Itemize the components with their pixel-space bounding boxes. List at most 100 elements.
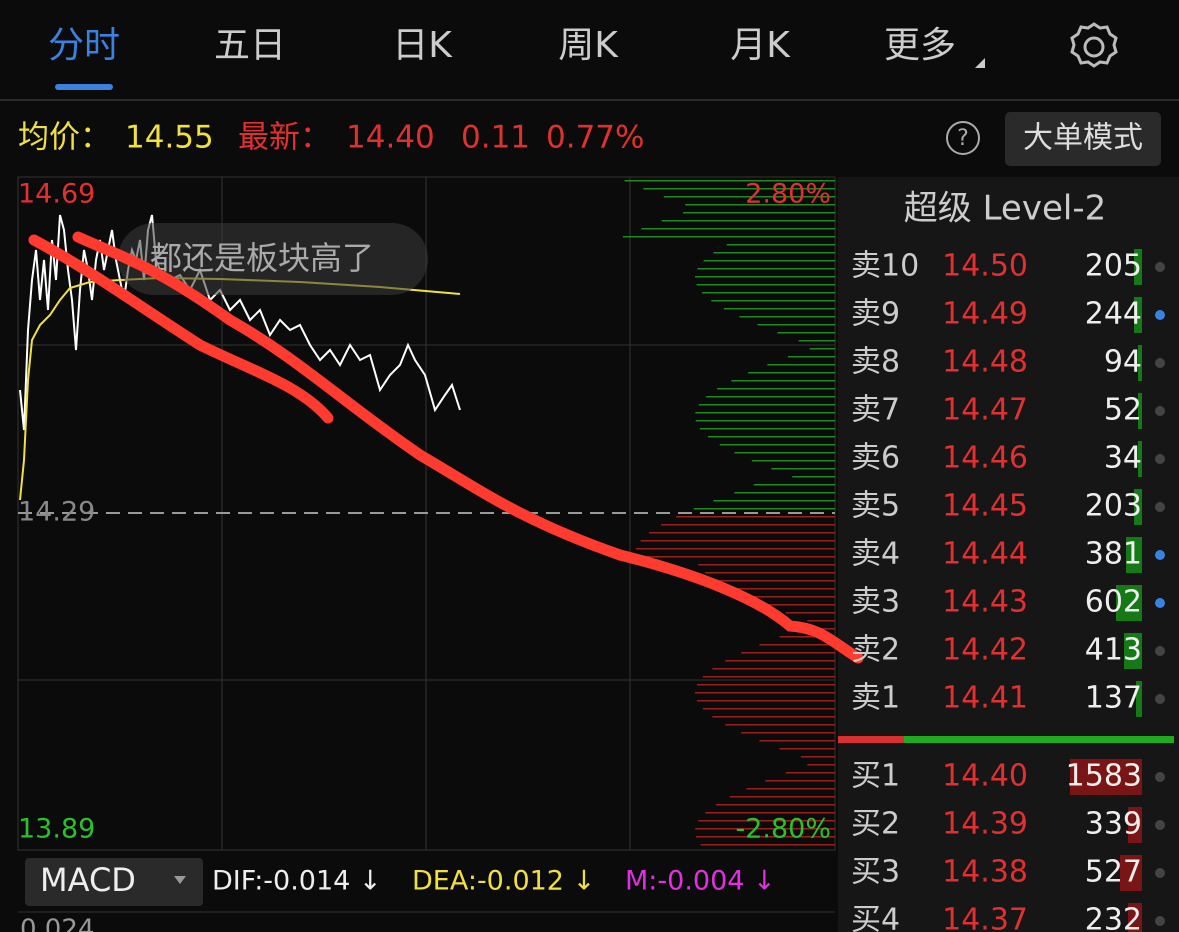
level-price: 14.46 [942, 441, 1028, 476]
level-price: 14.49 [942, 297, 1028, 332]
tab[interactable]: 更多 [884, 25, 956, 66]
volume-highlight [1124, 633, 1142, 669]
level-label: 卖5 [851, 489, 900, 524]
order-book-title: 超级 Level-2 [904, 189, 1106, 229]
volume-profile-bar [725, 660, 835, 662]
level-volume: 244 [1085, 297, 1142, 332]
volume-profile-bar [683, 212, 835, 214]
level-dot [1155, 598, 1165, 608]
indicator-selector[interactable] [25, 858, 203, 906]
quote-text: 均价： [18, 120, 111, 156]
volume-profile-bar [695, 276, 835, 278]
volume-profile-bar [807, 764, 835, 766]
quote-text: 最新： [238, 120, 331, 156]
level-volume: 203 [1085, 489, 1142, 524]
volume-profile-bar [706, 396, 835, 398]
volume-profile-bar [734, 492, 835, 494]
volume-profile-bar [700, 844, 835, 846]
level-volume: 527 [1085, 855, 1142, 890]
volume-highlight [1116, 585, 1142, 621]
volume-profile-bar [767, 364, 835, 366]
quote-text: 14.40 [346, 120, 435, 156]
volume-profile-bar [751, 460, 835, 462]
settings-icon[interactable] [1070, 22, 1118, 68]
big-order-button[interactable] [1005, 112, 1161, 166]
volume-highlight [1134, 249, 1142, 285]
tab[interactable]: 五日 [214, 25, 286, 66]
volume-profile-bar [695, 412, 835, 414]
level-dot [1155, 358, 1165, 368]
level-volume: 1583 [1066, 759, 1142, 794]
volume-highlight [1126, 537, 1142, 573]
volume-profile-bar [748, 372, 835, 374]
volume-profile-bar [696, 700, 835, 702]
price-axis-label: 13.89 [18, 814, 95, 845]
help-icon[interactable] [946, 121, 980, 155]
level-label: 卖7 [851, 393, 900, 428]
level-price: 14.48 [942, 345, 1028, 380]
level-price: 14.37 [942, 903, 1028, 932]
level-price: 14.50 [942, 249, 1028, 284]
level-dot [1155, 310, 1165, 320]
level-volume: 232 [1085, 903, 1142, 932]
price-line [19, 214, 461, 431]
volume-profile-bar [635, 548, 835, 550]
level-dot [1155, 916, 1165, 926]
volume-profile-bar [765, 604, 835, 606]
volume-profile-bar [698, 564, 835, 566]
level-label: 卖10 [851, 249, 919, 284]
level-label: 卖8 [851, 345, 900, 380]
volume-profile-bar [712, 668, 835, 670]
volume-profile-bar [703, 260, 835, 262]
volume-profile-bar [695, 828, 835, 830]
quote-text: 0.11 [461, 120, 530, 156]
ratio-bar-sell [838, 736, 904, 743]
tab[interactable]: 月K [730, 25, 791, 66]
volume-profile-bar [779, 748, 835, 750]
volume-profile-bar [741, 732, 835, 734]
volume-highlight [1134, 489, 1142, 525]
pct-axis-label: -2.80% [735, 814, 831, 845]
volume-profile-bar [757, 324, 835, 326]
volume-profile-bar [698, 820, 835, 822]
volume-profile-bar [717, 388, 835, 390]
ratio-bar-buy [904, 736, 1174, 743]
volume-profile-bar [649, 532, 835, 534]
volume-profile-bar [809, 348, 835, 350]
indicator-name: MACD [40, 861, 136, 899]
volume-profile-bar [729, 796, 835, 798]
volume-profile-bar [696, 684, 835, 686]
macd-axis-label: 0.024 [20, 915, 94, 932]
level-price: 14.39 [942, 807, 1028, 842]
volume-profile-bar [765, 780, 835, 782]
volume-profile-bar [661, 524, 835, 526]
volume-profile-bar [715, 580, 835, 582]
volume-highlight [1128, 807, 1142, 843]
level-dot [1155, 694, 1165, 704]
comment-text: 都还是板块高了 [150, 239, 374, 277]
volume-profile-bar [696, 284, 835, 286]
volume-profile-bar [713, 252, 835, 254]
volume-highlight [1138, 393, 1142, 429]
volume-profile-bar [715, 804, 835, 806]
tab[interactable]: 分时 [48, 25, 120, 66]
volume-profile-bar [792, 476, 835, 478]
volume-profile-bar [700, 428, 835, 430]
level-label: 卖1 [851, 681, 900, 716]
level-label: 卖9 [851, 297, 900, 332]
quote-text: 14.55 [125, 120, 214, 156]
volume-profile-bar [719, 444, 835, 446]
volume-highlight [1134, 297, 1142, 333]
level-price: 14.42 [942, 633, 1028, 668]
volume-profile-bar [698, 404, 835, 406]
level-volume: 205 [1085, 249, 1142, 284]
level-price: 14.41 [942, 681, 1028, 716]
volume-profile-bar [753, 484, 835, 486]
level-volume: 381 [1085, 537, 1142, 572]
volume-profile-bar [708, 436, 835, 438]
tab[interactable]: 日K [392, 25, 453, 66]
tab[interactable]: 周K [558, 25, 619, 66]
volume-profile-bar [661, 220, 835, 222]
level-volume: 339 [1085, 807, 1142, 842]
